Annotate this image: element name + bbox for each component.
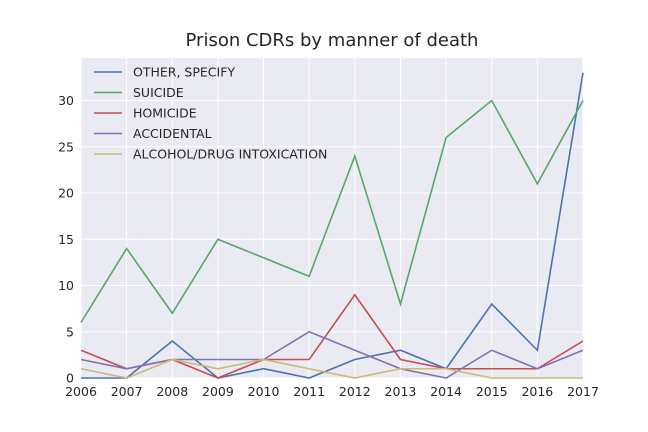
x-tick-label: 2009 <box>202 384 234 399</box>
x-tick-label: 2011 <box>293 384 325 399</box>
y-tick-label: 5 <box>66 324 74 339</box>
series-line-other-specify <box>81 72 584 379</box>
grid-lines <box>80 58 584 379</box>
series-lines <box>80 72 584 379</box>
x-tick-label: 2016 <box>521 384 553 399</box>
legend-label: ALCOHOL/DRUG INTOXICATION <box>133 147 327 162</box>
y-tick-label: 20 <box>58 186 74 201</box>
series-line-suicide <box>80 99 584 323</box>
x-tick-label: 2010 <box>248 384 280 399</box>
y-tick-label: 25 <box>58 139 74 154</box>
x-tick-label: 2017 <box>567 384 599 399</box>
chart-title: Prison CDRs by manner of death <box>186 30 479 51</box>
series-line-accidental <box>80 330 584 379</box>
x-tick-label: 2007 <box>111 384 143 399</box>
x-tick-label: 2006 <box>65 384 97 399</box>
legend-label: HOMICIDE <box>133 106 197 121</box>
y-tick-label: 30 <box>58 93 74 108</box>
x-tick-label: 2008 <box>156 384 188 399</box>
x-axis: 2006 2007 2008 2009 2010 2011 2012 2013 2014 2015… <box>65 384 599 399</box>
legend: OTHER, SPECIFY SUICIDE HOMICIDE ACCIDENTAL A… <box>94 65 327 162</box>
y-tick-label: 0 <box>66 371 74 386</box>
legend-label: OTHER, SPECIFY <box>133 65 235 80</box>
y-tick-label: 15 <box>58 232 74 247</box>
y-axis: 0 5 10 15 20 25 30 <box>58 93 74 385</box>
x-tick-label: 2014 <box>430 384 462 399</box>
y-tick-label: 10 <box>58 278 74 293</box>
x-tick-label: 2013 <box>385 384 417 399</box>
legend-label: SUICIDE <box>133 85 184 100</box>
legend-label: ACCIDENTAL <box>133 126 212 141</box>
x-tick-label: 2012 <box>339 384 371 399</box>
x-tick-label: 2015 <box>476 384 508 399</box>
series-line-alcohol-drug-intoxication <box>80 358 583 379</box>
